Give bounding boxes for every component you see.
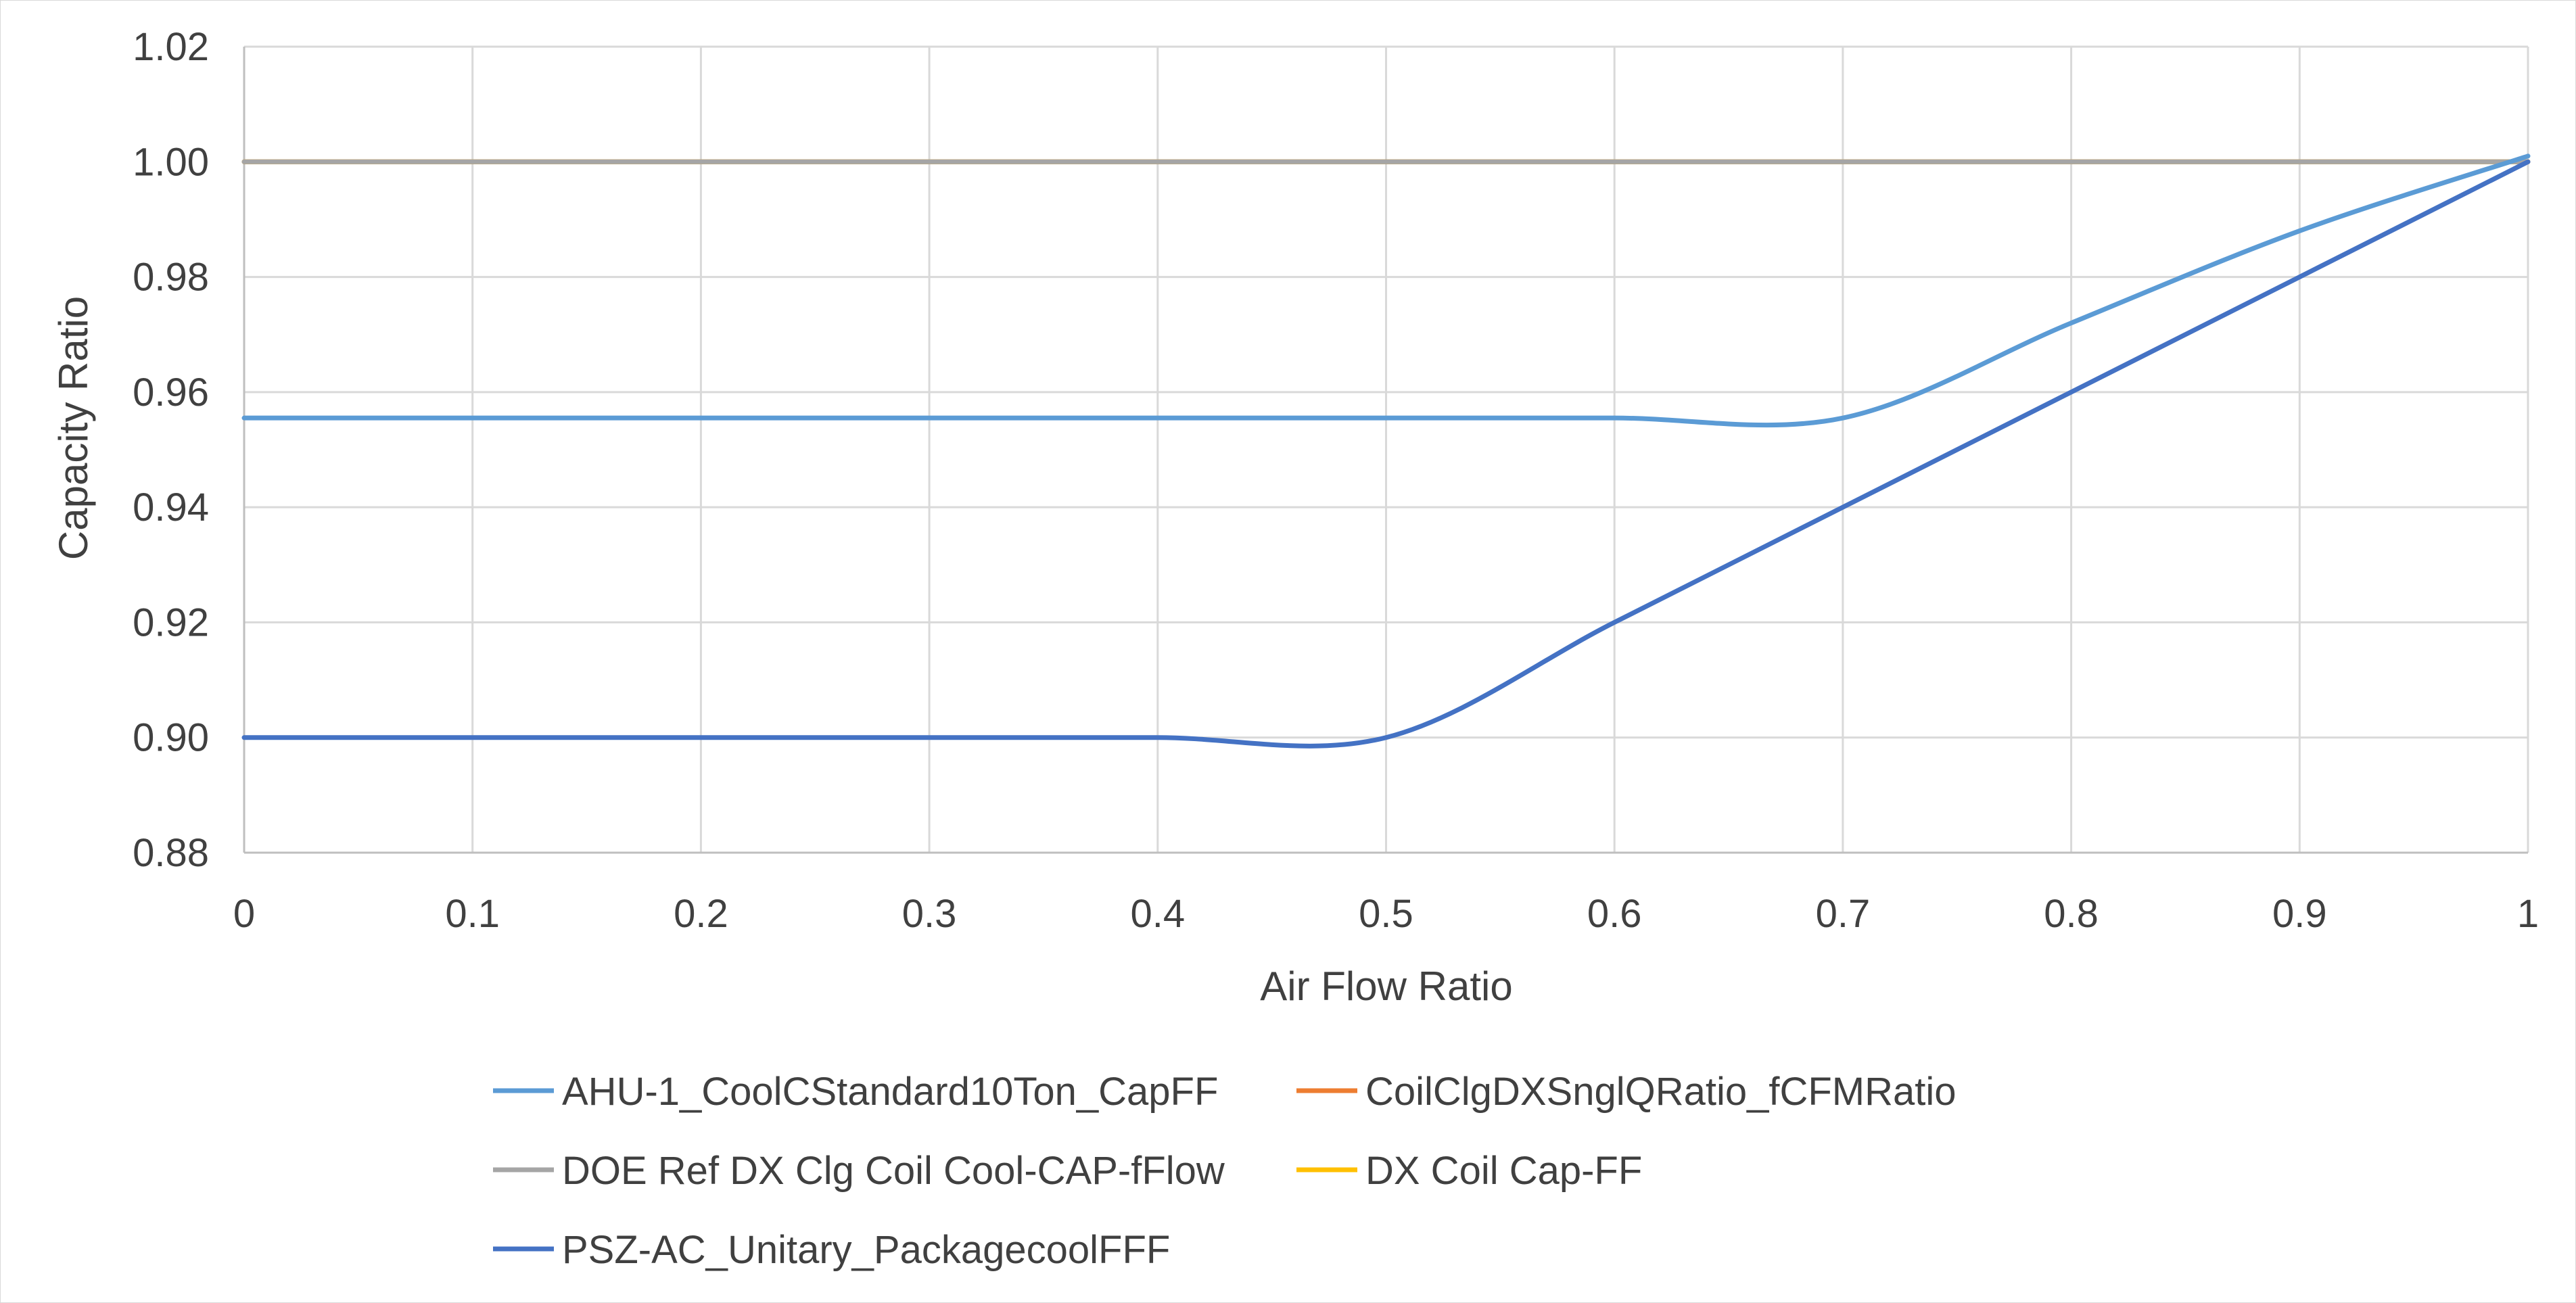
legend-item: AHU-1_CoolCStandard10Ton_CapFF	[493, 1070, 1218, 1114]
legend-item: DOE Ref DX Clg Coil Cool-CAP-fFlow	[493, 1149, 1225, 1193]
y-tick-label: 0.92	[133, 600, 209, 644]
series-line-ahu-1-coolcstandard10ton-capff	[241, 153, 2531, 428]
y-tick-label: 1.02	[133, 25, 209, 69]
y-tick-label: 0.96	[133, 371, 209, 414]
tick-labels: 0.88 0.90 0.92 0.94 0.96 0.98 1.00 1.02 0 0.1 0.2 0…	[133, 25, 2539, 936]
legend-label: CoilClgDXSnglQRatio_fCFMRatio	[1365, 1070, 1957, 1114]
x-tick-label: 0.2	[674, 892, 728, 936]
y-axis-title: Capacity Ratio	[51, 296, 96, 560]
legend-item: DX Coil Cap-FF	[1296, 1149, 1642, 1193]
x-tick-label: 0.9	[2272, 892, 2327, 936]
x-tick-label: 0.8	[2044, 892, 2099, 936]
y-tick-label: 0.98	[133, 256, 209, 300]
legend: AHU-1_CoolCStandard10Ton_CapFF CoilClgDXS…	[493, 1070, 1957, 1272]
x-tick-label: 0	[233, 892, 255, 936]
series-line-psz-ac-unitary-packagecoolfff	[241, 159, 2531, 749]
gridlines	[243, 45, 2529, 854]
x-tick-label: 0.1	[445, 892, 500, 936]
x-tick-label: 0.5	[1359, 892, 1413, 936]
x-tick-label: 0.6	[1587, 892, 1642, 936]
x-tick-label: 0.4	[1130, 892, 1185, 936]
legend-label: DX Coil Cap-FF	[1365, 1149, 1642, 1193]
y-tick-label: 0.94	[133, 485, 209, 529]
y-tick-label: 1.00	[133, 140, 209, 184]
series-lines	[241, 153, 2531, 749]
legend-label: DOE Ref DX Clg Coil Cool-CAP-fFlow	[562, 1149, 1225, 1193]
y-tick-label: 0.90	[133, 716, 209, 760]
legend-label: PSZ-AC_Unitary_PackagecoolFFF	[562, 1228, 1170, 1272]
legend-item: PSZ-AC_Unitary_PackagecoolFFF	[493, 1228, 1170, 1272]
x-tick-label: 1	[2517, 892, 2539, 936]
x-axis-title: Air Flow Ratio	[1260, 964, 1512, 1009]
x-tick-label: 0.3	[902, 892, 957, 936]
legend-label: AHU-1_CoolCStandard10Ton_CapFF	[562, 1070, 1218, 1114]
y-tick-label: 0.88	[133, 831, 209, 875]
legend-item: CoilClgDXSnglQRatio_fCFMRatio	[1296, 1070, 1957, 1114]
x-tick-label: 0.7	[1816, 892, 1871, 936]
axes	[243, 47, 2528, 854]
